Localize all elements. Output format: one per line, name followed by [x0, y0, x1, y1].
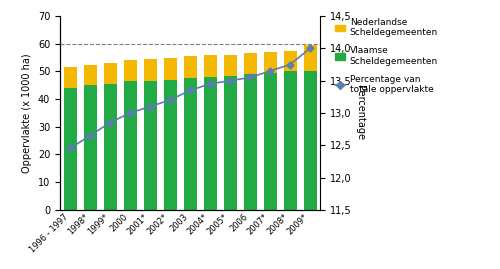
- Bar: [124, 61, 136, 81]
- Bar: [264, 52, 276, 73]
- Bar: [164, 58, 176, 80]
- Bar: [284, 51, 296, 72]
- Bar: [104, 84, 117, 210]
- Bar: [264, 73, 276, 210]
- Bar: [64, 88, 76, 210]
- Bar: [144, 59, 156, 81]
- Bar: [304, 45, 316, 72]
- Bar: [244, 54, 256, 74]
- Bar: [124, 81, 136, 210]
- Bar: [204, 77, 216, 210]
- Bar: [164, 80, 176, 210]
- Bar: [144, 81, 156, 210]
- Bar: [104, 63, 117, 84]
- Bar: [284, 72, 296, 210]
- Bar: [224, 55, 236, 76]
- Legend: Nederlandse
Scheldegemeenten, Vlaamse
Scheldegemeenten, Percentage van
totale op: Nederlandse Scheldegemeenten, Vlaamse Sc…: [334, 18, 438, 94]
- Bar: [224, 76, 236, 210]
- Bar: [84, 85, 96, 210]
- Bar: [84, 65, 96, 85]
- Y-axis label: Oppervlakte (x 1000 ha): Oppervlakte (x 1000 ha): [22, 53, 32, 173]
- Bar: [64, 67, 76, 88]
- Bar: [204, 55, 216, 77]
- Bar: [184, 56, 196, 78]
- Bar: [304, 72, 316, 210]
- Y-axis label: Percentage: Percentage: [356, 86, 366, 140]
- Bar: [244, 74, 256, 210]
- Bar: [184, 78, 196, 210]
